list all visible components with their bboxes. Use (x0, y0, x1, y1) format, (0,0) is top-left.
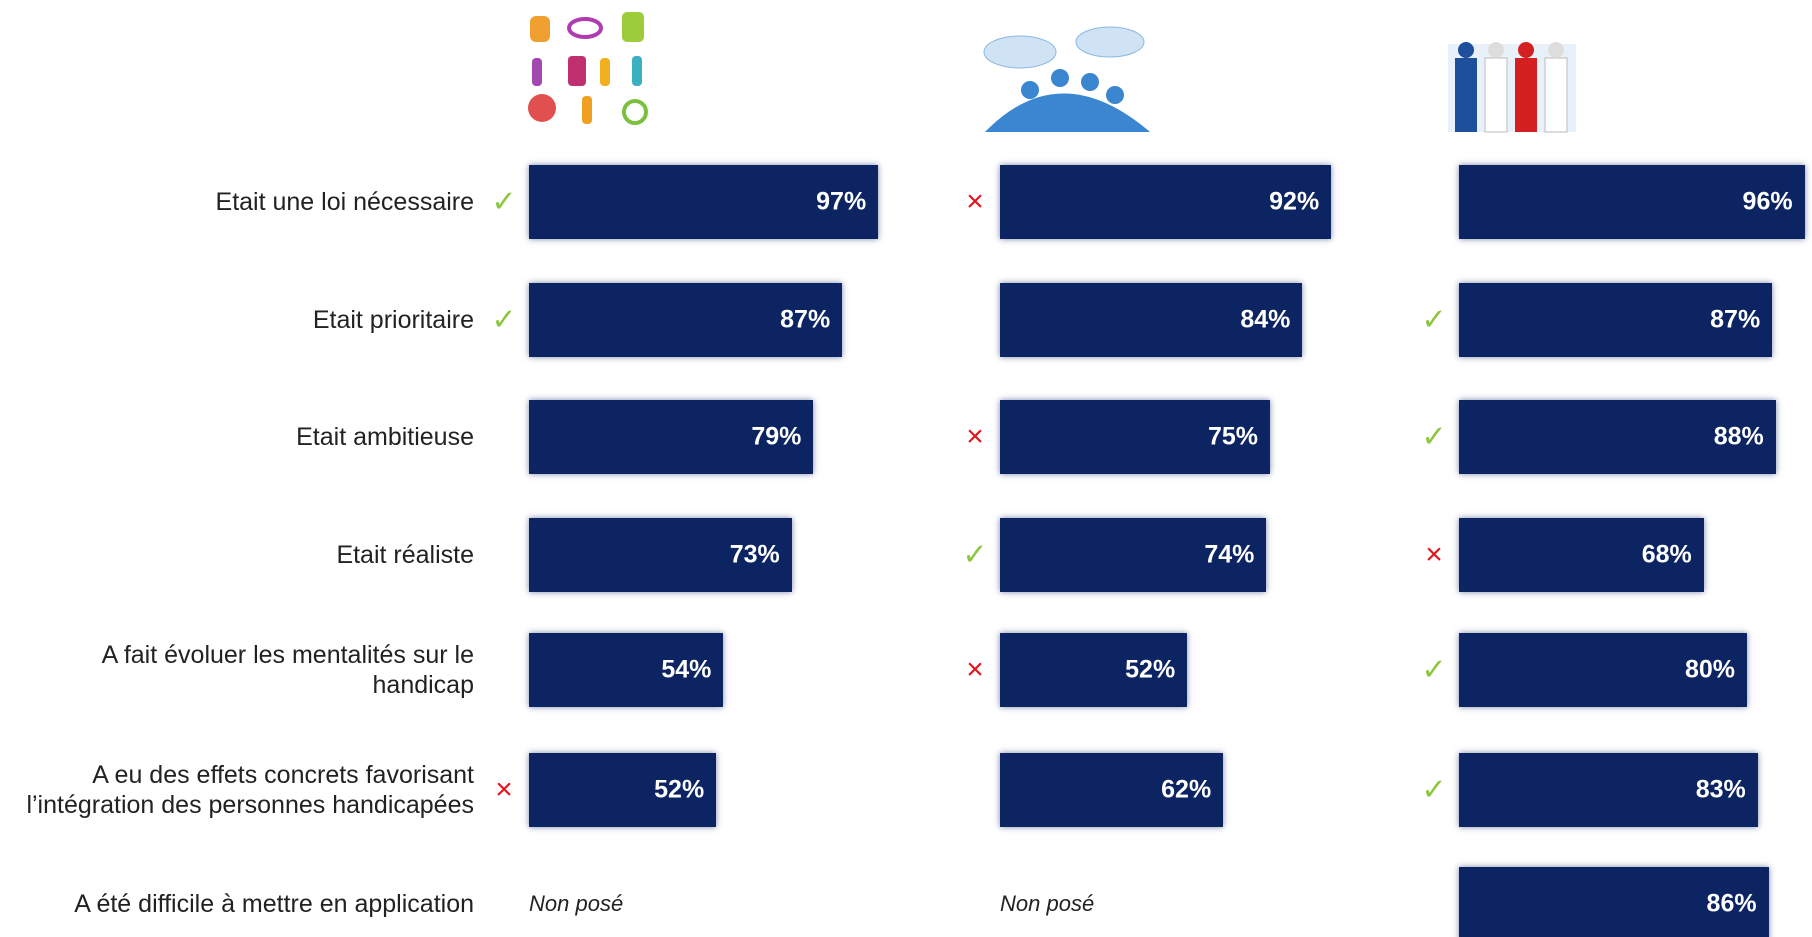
indicator: × (966, 420, 984, 453)
indicator: × (1425, 538, 1443, 571)
indicator: × (966, 653, 984, 686)
not-asked-label: Non posé (1000, 891, 1095, 916)
value-label: 79% (751, 422, 802, 451)
indicator: ✓ (1421, 653, 1447, 687)
bar (529, 283, 843, 357)
value-label: 54% (661, 655, 712, 684)
value-label: 52% (1125, 655, 1176, 684)
value-label: 87% (780, 305, 831, 334)
indicator: × (966, 185, 984, 218)
value-label: 92% (1269, 187, 1320, 216)
value-label: 84% (1240, 305, 1291, 334)
value-label: 74% (1204, 540, 1255, 569)
disability-icons (528, 12, 648, 125)
value-label: 68% (1641, 540, 1692, 569)
value-label: 52% (654, 775, 705, 804)
bar (1000, 518, 1267, 592)
value-label: 87% (1710, 305, 1761, 334)
bar (1459, 165, 1805, 239)
row-label: Etait réaliste (336, 541, 474, 569)
row-label: Etait une loi nécessaire (215, 188, 474, 216)
bar (1000, 400, 1270, 474)
bar (1459, 867, 1769, 937)
bar (1000, 165, 1332, 239)
row-label: Etait prioritaire (312, 306, 474, 334)
row-label: A fait évoluer les mentalités sur le han… (101, 641, 474, 699)
bar (529, 400, 814, 474)
value-label: 97% (816, 187, 867, 216)
value-label: 80% (1684, 655, 1735, 684)
value-label: 86% (1706, 889, 1757, 918)
bar (1000, 633, 1188, 707)
bar (529, 753, 717, 827)
value-label: 88% (1713, 422, 1764, 451)
bar (1459, 753, 1758, 827)
bar (1459, 283, 1773, 357)
row-label: A eu des effets concrets favorisant l’in… (26, 761, 474, 819)
elected-icon (1448, 42, 1576, 133)
indicator: ✓ (1421, 773, 1447, 807)
value-label: 73% (729, 540, 780, 569)
indicator: ✓ (1421, 420, 1447, 454)
indicator: ✓ (962, 538, 988, 572)
value-label: 75% (1207, 422, 1258, 451)
bar (529, 518, 792, 592)
public-icon (983, 26, 1150, 132)
indicator: ✓ (491, 303, 517, 337)
panel-icons (528, 12, 1576, 133)
indicator: ✓ (491, 185, 517, 219)
row-label: Etait ambitieuse (296, 423, 474, 451)
bar (529, 633, 724, 707)
not-asked-label: Non posé (529, 891, 624, 916)
value-label: 62% (1161, 775, 1212, 804)
bar (1459, 518, 1704, 592)
bar (1459, 633, 1747, 707)
indicator: ✓ (1421, 303, 1447, 337)
indicator: × (495, 773, 513, 806)
row-label: A été difficile à mettre en application (74, 890, 474, 918)
bar (1000, 283, 1303, 357)
bar (529, 165, 879, 239)
value-label: 96% (1742, 187, 1793, 216)
bar (1000, 753, 1224, 827)
value-label: 83% (1695, 775, 1746, 804)
bar (1459, 400, 1776, 474)
